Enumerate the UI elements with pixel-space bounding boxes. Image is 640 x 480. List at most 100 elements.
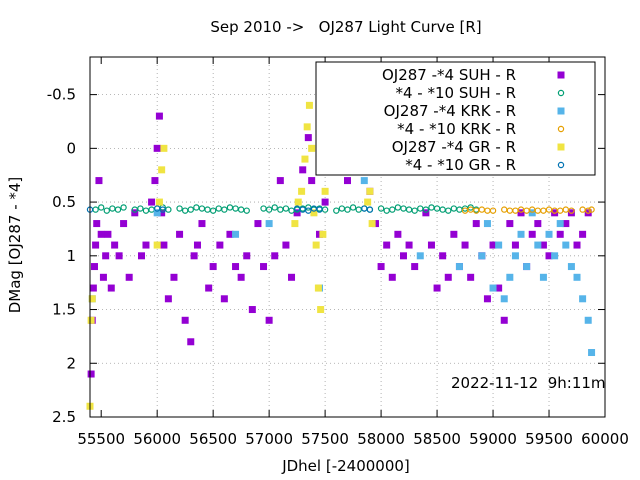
data-point bbox=[190, 252, 198, 260]
data-point bbox=[377, 263, 385, 271]
data-point bbox=[511, 241, 519, 249]
data-point bbox=[160, 241, 168, 249]
data-point bbox=[427, 241, 435, 249]
data-point bbox=[405, 206, 413, 213]
date-annotation: 2022-11-12 9h:11m bbox=[451, 374, 606, 392]
data-point bbox=[500, 316, 508, 324]
data-point bbox=[260, 205, 267, 212]
data-point bbox=[205, 284, 213, 292]
data-point bbox=[478, 252, 486, 260]
data-point bbox=[237, 273, 245, 281]
data-point bbox=[220, 295, 228, 303]
y-tick-label: 0.5 bbox=[52, 193, 76, 211]
legend-label: *4 - *10 GR - R bbox=[405, 156, 516, 174]
data-point bbox=[523, 263, 531, 271]
data-point bbox=[293, 209, 301, 217]
legend-label: OJ287 -*4 GR - R bbox=[392, 138, 516, 156]
data-point bbox=[301, 155, 309, 163]
data-point bbox=[523, 207, 530, 214]
data-point bbox=[310, 209, 318, 217]
data-point bbox=[317, 306, 325, 314]
data-point bbox=[138, 252, 145, 260]
data-point bbox=[97, 230, 105, 238]
legend-marker bbox=[557, 143, 565, 151]
data-point bbox=[489, 241, 497, 249]
data-point bbox=[500, 295, 508, 303]
legend-box bbox=[315, 61, 596, 176]
x-tick-label: 59000 bbox=[469, 430, 517, 448]
data-point bbox=[411, 207, 418, 214]
data-point bbox=[455, 263, 463, 271]
plot-frame bbox=[89, 56, 606, 418]
data-point bbox=[282, 241, 290, 249]
data-point bbox=[506, 220, 514, 228]
data-point bbox=[399, 252, 407, 260]
data-point bbox=[137, 205, 144, 212]
data-point bbox=[216, 241, 224, 249]
data-point bbox=[450, 230, 458, 238]
data-point bbox=[148, 198, 156, 206]
data-point bbox=[450, 205, 458, 212]
legend-marker bbox=[557, 161, 565, 169]
data-point bbox=[104, 230, 112, 238]
data-point bbox=[364, 198, 372, 206]
data-point bbox=[539, 273, 547, 281]
data-point bbox=[506, 207, 514, 214]
data-point bbox=[528, 209, 536, 217]
data-point bbox=[579, 295, 587, 303]
data-point bbox=[151, 177, 159, 185]
data-point bbox=[545, 230, 553, 238]
data-point bbox=[304, 134, 312, 142]
x-tick-label: 56500 bbox=[189, 430, 237, 448]
data-point bbox=[176, 230, 184, 238]
y-tick-label: 1 bbox=[66, 247, 76, 265]
data-point bbox=[303, 123, 311, 131]
data-point bbox=[288, 273, 296, 281]
data-point bbox=[232, 230, 240, 238]
data-point bbox=[377, 205, 385, 212]
data-point bbox=[394, 230, 402, 238]
data-point bbox=[88, 295, 96, 303]
legend-marker bbox=[557, 89, 565, 97]
data-point bbox=[579, 230, 587, 238]
data-point bbox=[153, 209, 161, 217]
data-point bbox=[556, 230, 564, 238]
data-point bbox=[248, 306, 256, 314]
data-point bbox=[562, 241, 570, 249]
data-point bbox=[254, 220, 262, 228]
data-point bbox=[164, 295, 172, 303]
data-point bbox=[349, 204, 357, 211]
data-point bbox=[483, 220, 491, 228]
data-point bbox=[277, 206, 284, 213]
data-point bbox=[243, 207, 250, 214]
data-point bbox=[338, 205, 346, 212]
data-point bbox=[308, 144, 316, 152]
data-point bbox=[316, 206, 323, 213]
data-point bbox=[573, 241, 581, 249]
data-point bbox=[276, 177, 284, 185]
data-point bbox=[344, 206, 351, 213]
data-point bbox=[209, 207, 217, 214]
data-point bbox=[483, 295, 491, 303]
data-point bbox=[472, 220, 480, 228]
x-tick-label: 55500 bbox=[77, 430, 125, 448]
data-point bbox=[215, 205, 222, 212]
data-point bbox=[394, 204, 402, 211]
data-point bbox=[99, 273, 107, 281]
data-point bbox=[125, 273, 133, 281]
data-point bbox=[155, 112, 163, 120]
data-point bbox=[271, 252, 279, 260]
data-point bbox=[562, 206, 570, 213]
legend-marker bbox=[557, 71, 565, 79]
data-point bbox=[193, 241, 201, 249]
data-point bbox=[361, 205, 368, 212]
data-point bbox=[383, 241, 391, 249]
data-point bbox=[294, 198, 302, 206]
data-point bbox=[120, 220, 128, 228]
data-point bbox=[291, 220, 299, 228]
data-point bbox=[282, 205, 290, 212]
data-point bbox=[478, 206, 486, 213]
y-axis-label: DMag [OJ287 - *4] bbox=[6, 177, 24, 314]
y-tick-label: 2 bbox=[66, 354, 76, 372]
